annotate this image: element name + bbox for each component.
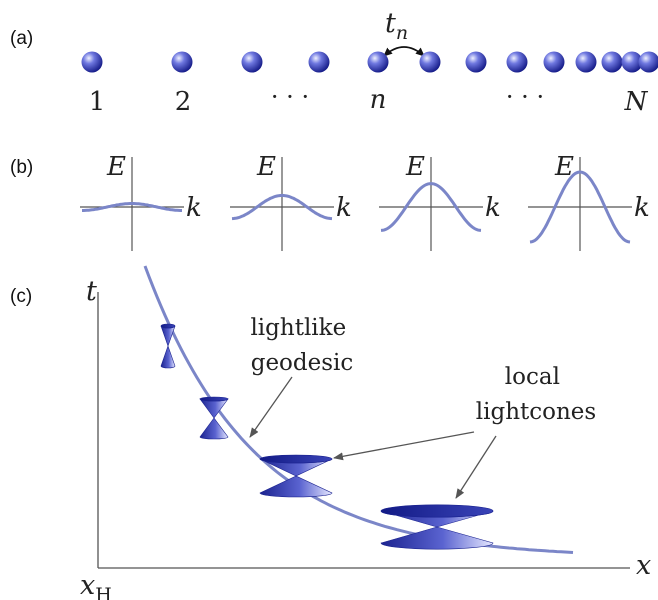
- panel-c-label: (c): [10, 286, 32, 307]
- lightcone-past: [199, 417, 229, 440]
- dispersion-plot: Ek: [80, 152, 202, 251]
- lattice-site: [506, 51, 528, 73]
- dispersion-plot: Ek: [528, 152, 650, 251]
- site-label-N: N: [624, 87, 649, 117]
- lattice-site: [419, 51, 441, 73]
- hopping-arrow: [383, 46, 425, 57]
- lightcone: [380, 504, 494, 550]
- lightcone-opening: [380, 504, 494, 518]
- lightcone-past: [380, 526, 494, 550]
- lightcone: [259, 454, 333, 498]
- panel-a-label: (a): [10, 28, 33, 49]
- lattice-site: [575, 51, 597, 73]
- lightcone-future: [160, 325, 176, 347]
- lightcones-arrow-1: [333, 431, 475, 461]
- lattice-site: [308, 51, 330, 73]
- momentum-label: k: [485, 193, 501, 223]
- site-label-n: n: [370, 85, 387, 115]
- site-ellipsis-left: · · ·: [271, 83, 309, 111]
- momentum-label: k: [634, 193, 650, 223]
- lightcone-opening: [160, 323, 176, 329]
- lightcone-past: [259, 475, 333, 498]
- lattice-sites: [81, 51, 658, 73]
- geodesic-label: lightlike geodesic: [250, 315, 353, 376]
- lattice-site: [241, 51, 263, 73]
- dispersion-plot: Ek: [230, 152, 352, 251]
- lightcones-arrow-2: [455, 435, 497, 499]
- site-ellipsis-right: · · ·: [506, 83, 544, 111]
- momentum-label: k: [186, 193, 202, 223]
- energy-label: E: [106, 152, 126, 182]
- site-label-1: 1: [89, 87, 106, 117]
- lightcone-opening: [259, 454, 333, 464]
- local-lightcones: [160, 323, 494, 550]
- lightcone: [199, 396, 229, 440]
- lightcones-label: local lightcones: [476, 364, 596, 425]
- lattice-site: [601, 51, 623, 73]
- lattice-site: [638, 51, 658, 73]
- t-axis-label: t: [86, 276, 97, 307]
- lattice-site: [81, 51, 103, 73]
- energy-label: E: [554, 152, 574, 182]
- lattice-site: [621, 51, 643, 73]
- lattice-site: [367, 51, 389, 73]
- band-curve: [231, 193, 333, 221]
- lattice-site: [465, 51, 487, 73]
- lightcone-past: [160, 345, 176, 369]
- energy-label: E: [405, 152, 425, 182]
- band-curve: [529, 170, 631, 244]
- horizon-label: xH: [80, 570, 112, 600]
- dispersion-plot: Ek: [379, 152, 501, 251]
- energy-label: E: [256, 152, 276, 182]
- site-label-2: 2: [175, 87, 192, 117]
- x-axis-label: x: [636, 550, 651, 581]
- lattice-site: [171, 51, 193, 73]
- panel-b-label: (b): [10, 157, 33, 178]
- lightcone: [160, 323, 176, 369]
- momentum-label: k: [336, 193, 352, 223]
- lightcone-opening: [199, 396, 229, 402]
- lattice-site: [543, 51, 565, 73]
- hopping-label: tn: [385, 8, 408, 44]
- geodesic-arrow: [249, 376, 293, 438]
- band-curve: [82, 202, 182, 212]
- panel-a: (a) tn 1 2 · · · n · · · N: [10, 8, 658, 117]
- band-curve: [380, 182, 482, 232]
- panel-c: (c) t x xH lightlike geodesic local ligh…: [10, 265, 651, 600]
